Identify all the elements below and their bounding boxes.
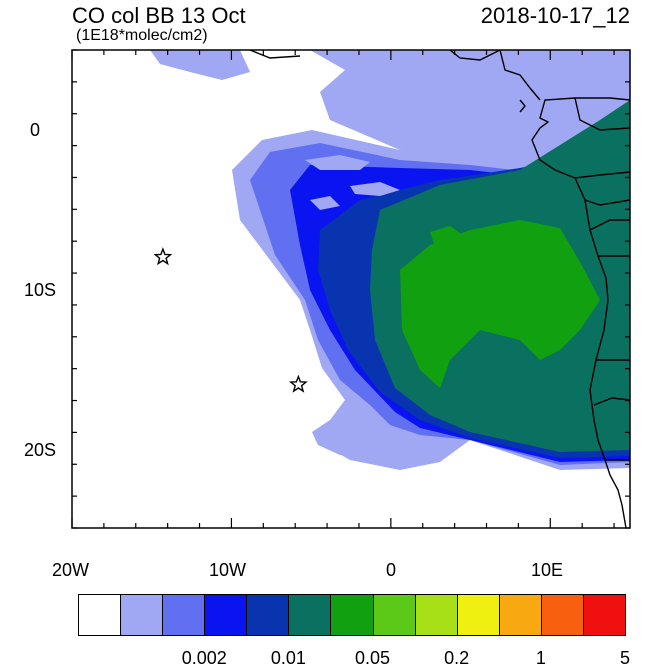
x-tick-label: 0 xyxy=(386,560,397,580)
colorbar-label: 0.01 xyxy=(270,648,306,668)
colorbar-cell xyxy=(162,594,206,636)
colorbar-cell xyxy=(372,594,416,636)
star-icon xyxy=(288,374,308,393)
colorbar-cell xyxy=(330,594,374,636)
colorbar-label: 5 xyxy=(619,648,631,668)
co-plume-field xyxy=(150,50,630,470)
station-markers xyxy=(153,247,308,393)
colorbar-label: 1 xyxy=(535,648,546,668)
units-label: (1E18*molec/cm2) xyxy=(76,27,208,44)
y-tick-label: 10S xyxy=(24,280,57,300)
colorbar-cell xyxy=(456,594,500,636)
colorbar-cell xyxy=(120,594,164,636)
axis-ticks xyxy=(71,49,630,529)
colorbar-cell xyxy=(414,594,458,636)
colorbar-cell xyxy=(582,594,626,636)
y-tick-label: 0 xyxy=(30,120,41,140)
colorbar xyxy=(78,594,626,636)
x-tick-label: 10W xyxy=(209,560,247,580)
plot-frame xyxy=(71,49,631,529)
colorbar-label: 0.2 xyxy=(444,648,470,668)
colorbar-cell xyxy=(246,594,290,636)
colorbar-label: 0.05 xyxy=(355,648,391,668)
x-tick-label: 20W xyxy=(52,560,90,580)
colorbar-cell xyxy=(498,594,542,636)
date-label: 2018-10-17_12 xyxy=(480,3,630,28)
colorbar-cell xyxy=(78,594,122,636)
colorbar-cell xyxy=(204,594,248,636)
colorbar-cell xyxy=(288,594,332,636)
star-icon xyxy=(153,247,173,266)
colorbar-cell xyxy=(540,594,584,636)
x-tick-label: 10E xyxy=(531,560,564,580)
coastline xyxy=(249,50,630,528)
y-tick-label: 20S xyxy=(24,440,57,460)
colorbar-label: 0.002 xyxy=(181,648,227,668)
map-title: CO col BB 13 Oct xyxy=(72,3,246,28)
